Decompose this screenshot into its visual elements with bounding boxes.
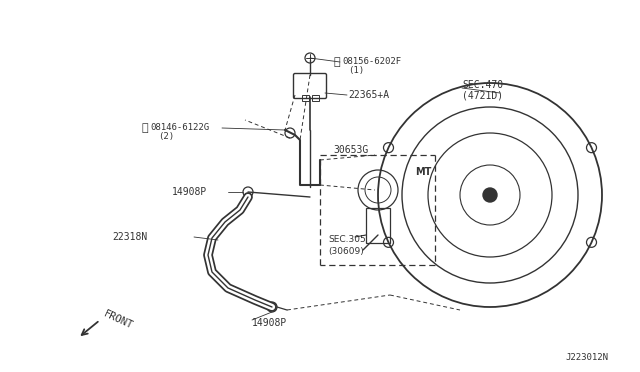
Text: 22318N: 22318N — [112, 232, 147, 242]
Text: (1): (1) — [348, 65, 364, 74]
Bar — [366, 208, 390, 243]
Text: (4721D): (4721D) — [462, 90, 503, 100]
Text: (2): (2) — [158, 132, 174, 141]
Text: SEC.470: SEC.470 — [462, 80, 503, 90]
Text: J223012N: J223012N — [565, 353, 608, 362]
Text: SEC.305: SEC.305 — [328, 235, 365, 244]
Text: 30653G: 30653G — [333, 145, 368, 155]
Text: 14908P: 14908P — [172, 187, 207, 197]
Text: Ⓑ: Ⓑ — [141, 123, 148, 133]
Bar — [302, 95, 309, 101]
Text: MT: MT — [415, 167, 431, 177]
Circle shape — [483, 188, 497, 202]
Text: FRONT: FRONT — [102, 309, 134, 331]
Text: 22365+A: 22365+A — [348, 90, 389, 100]
Text: (30609): (30609) — [328, 247, 364, 256]
Text: 08156-6202F: 08156-6202F — [342, 58, 401, 67]
Bar — [312, 95, 319, 101]
Text: Ⓑ: Ⓑ — [333, 57, 340, 67]
Text: 08146-6122G: 08146-6122G — [150, 124, 209, 132]
Text: 14908P: 14908P — [252, 318, 287, 328]
